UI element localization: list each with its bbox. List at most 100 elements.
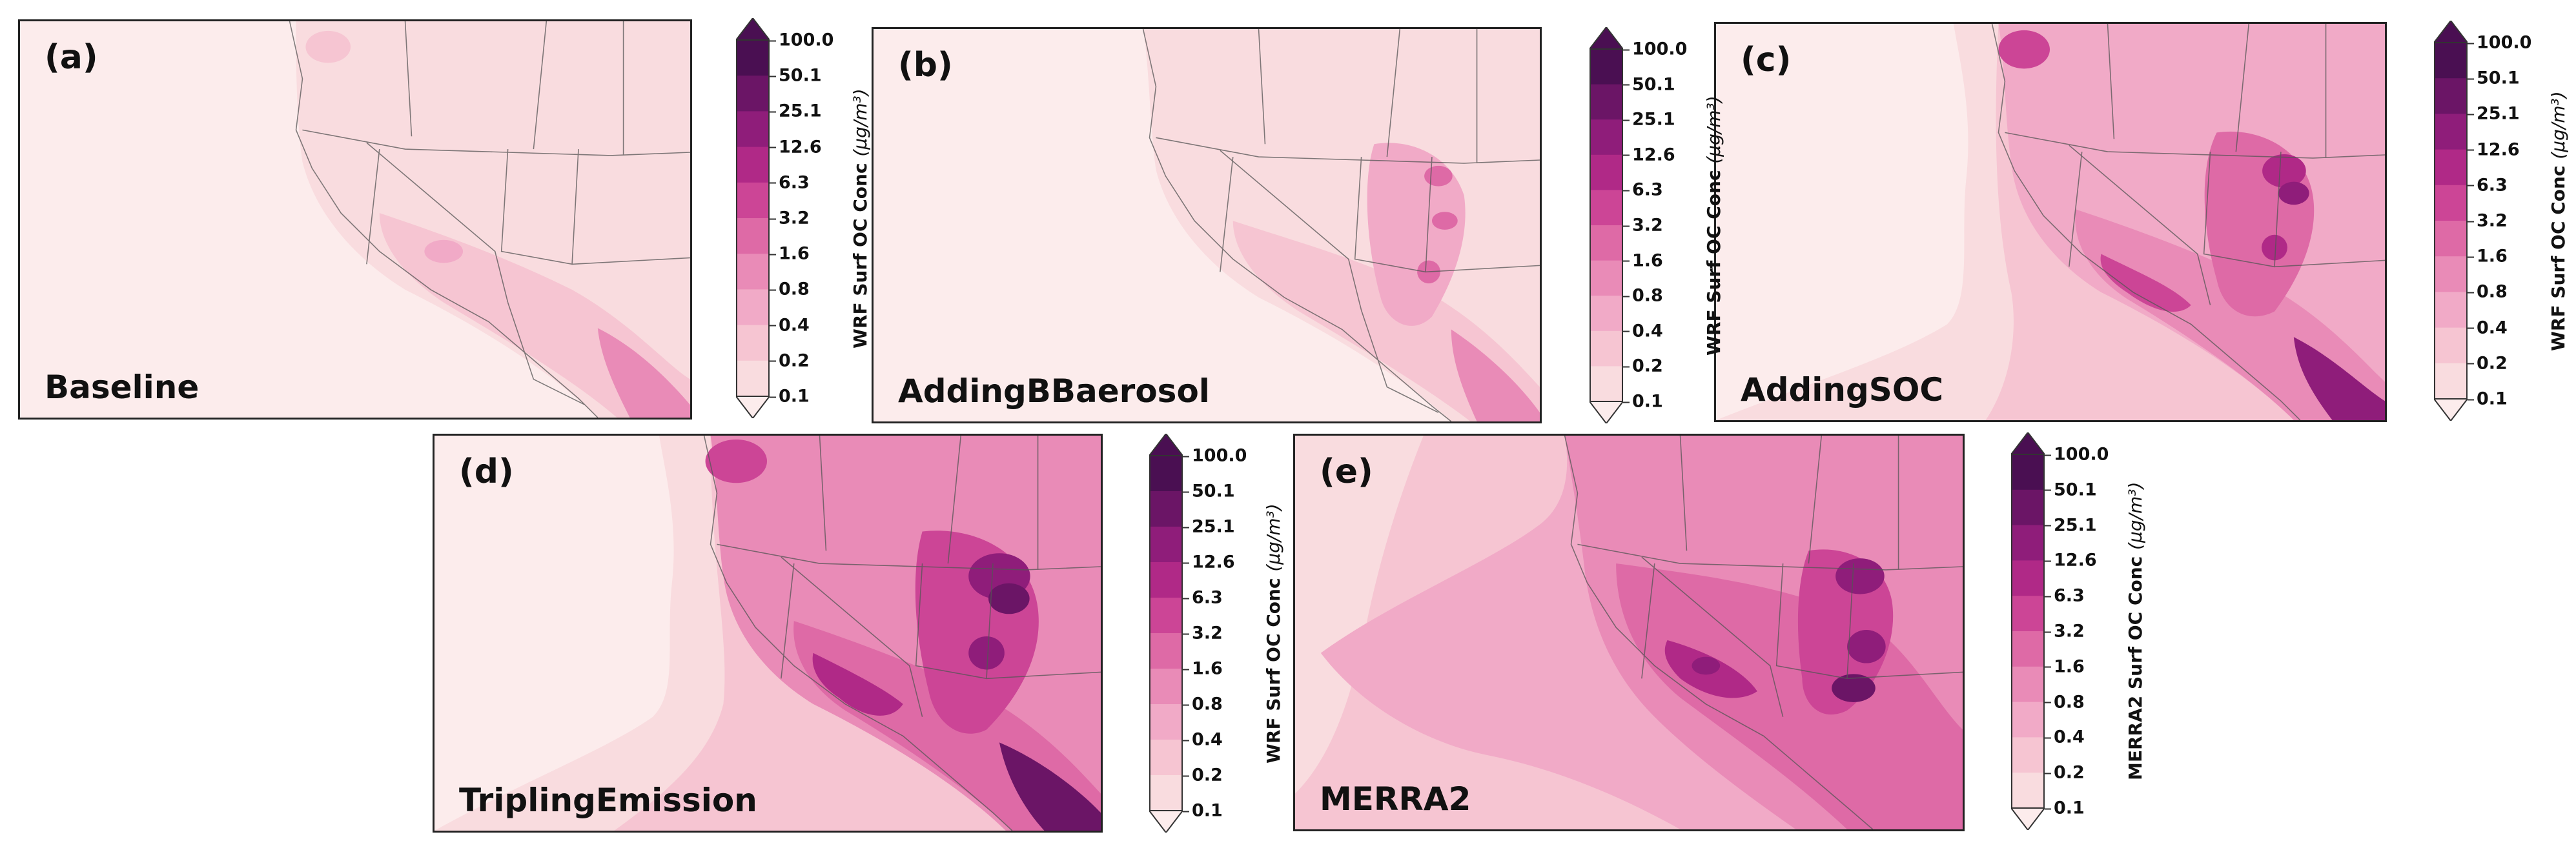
colorbar-segment (1590, 49, 1623, 85)
colorbar-segment (1149, 598, 1183, 634)
panel-name: MERRA2 (1320, 780, 1471, 818)
colorbar-tick-label: 6.3 (1183, 587, 1223, 608)
colorbar-segment (736, 289, 770, 326)
colorbar-tick-label: 0.4 (1183, 729, 1223, 750)
colorbar-segment (1149, 669, 1183, 705)
colorbar-a: 100.0 50.1 25.1 12.6 6.3 3.2 1.6 0.8 0.4 0.2 0.1 WR… (736, 18, 871, 418)
map-panel-a: (a) Baseline (18, 19, 692, 420)
colorbar-tick-label: 0.2 (770, 350, 810, 371)
colorbar-tick-label: 25.1 (1183, 516, 1235, 537)
colorbar-segment (2011, 454, 2045, 491)
colorbar-tick-label: 3.2 (1183, 623, 1223, 643)
colorbar-tick-label: 12.6 (1623, 145, 1675, 165)
map-panel-e: (e) MERRA2 (1293, 434, 1965, 831)
colorbar-e: 100.0 50.1 25.1 12.6 6.3 3.2 1.6 0.8 0.4 0.2 0.1 ME… (2011, 432, 2146, 830)
colorbar-extend-max (1590, 27, 1623, 50)
colorbar-segment (736, 147, 770, 183)
colorbar-tick-label: 3.2 (2468, 210, 2508, 231)
colorbar-segment (736, 182, 770, 219)
colorbar-segment (1590, 260, 1623, 296)
colorbar-tick-label: 100.0 (769, 30, 834, 50)
panel-name: AddingBBaerosol (898, 372, 1210, 410)
colorbar-segment (1590, 366, 1623, 402)
colorbar-label: WRF Surf OC Conc (μg/m³) (1263, 503, 1284, 764)
concentration-field-c (1716, 24, 2385, 420)
colorbar-segment (2011, 773, 2045, 809)
colorbar-d: 100.0 50.1 25.1 12.6 6.3 3.2 1.6 0.8 0.4 0.2 0.1 WR… (1149, 434, 1284, 833)
colorbar-tick-label: 0.8 (2468, 281, 2508, 302)
map-panel-b: (b) AddingBBaerosol (872, 27, 1542, 423)
colorbar-tick-label: 0.4 (2468, 318, 2508, 338)
colorbar-segment (2434, 149, 2468, 186)
colorbar-tick-label: 0.8 (2045, 692, 2085, 713)
colorbar-scale (736, 18, 770, 418)
colorbar-segment (2011, 560, 2045, 596)
colorbar-segment (2011, 631, 2045, 667)
colorbar-segment (1149, 562, 1183, 598)
colorbar-tick-label: 100.0 (1622, 39, 1688, 59)
map-panel-c: (c) AddingSOC (1714, 22, 2387, 422)
colorbar-tick-label: 0.1 (2468, 389, 2508, 409)
colorbar-tick-label: 0.2 (2468, 353, 2508, 374)
colorbar-segment (736, 254, 770, 290)
colorbar-tick-label: 100.0 (2044, 444, 2109, 465)
colorbar-tick-label: 1.6 (2468, 246, 2508, 267)
colorbar-segment (1149, 491, 1183, 527)
colorbar-tick-label: 0.4 (770, 315, 810, 336)
colorbar-extend-min (2434, 398, 2468, 421)
colorbar-segment (2434, 221, 2468, 257)
colorbar-tick-label: 25.1 (1623, 109, 1675, 130)
panel-letter: (a) (45, 38, 98, 77)
colorbar-tick-label: 3.2 (770, 208, 810, 228)
colorbar-tick-label: 50.1 (2468, 68, 2520, 88)
colorbar-extend-max (736, 18, 770, 41)
colorbar-label: WRF Surf OC Conc (μg/m³) (1703, 95, 1724, 356)
panel-name: Baseline (45, 369, 199, 406)
colorbar-tick-label: 0.1 (1623, 391, 1663, 412)
colorbar-b: 100.0 50.1 25.1 12.6 6.3 3.2 1.6 0.8 0.4 0.2 0.1 WR… (1590, 27, 1724, 423)
colorbar-segment (1590, 225, 1623, 261)
colorbar-segment (2011, 525, 2045, 561)
colorbar-scale (1149, 434, 1183, 833)
colorbar-segment (2434, 43, 2468, 79)
colorbar-tick-label: 12.6 (2045, 550, 2097, 571)
colorbar-tick-label: 12.6 (770, 137, 822, 157)
colorbar-segment (1149, 527, 1183, 563)
panel-letter: (c) (1741, 41, 1792, 79)
colorbar-segment (2434, 114, 2468, 150)
panel-name: TriplingEmission (459, 782, 757, 819)
colorbar-extend-min (1590, 401, 1623, 423)
colorbar-segment (2434, 185, 2468, 221)
colorbar-segment (1590, 190, 1623, 226)
colorbar-extend-max (2434, 21, 2468, 43)
colorbar-segment (1149, 456, 1183, 492)
colorbar-segment (1149, 633, 1183, 669)
map-panel-d: (d) TriplingEmission (433, 434, 1103, 833)
colorbar-tick-label: 1.6 (2045, 656, 2085, 677)
colorbar-tick-label: 25.1 (770, 101, 822, 121)
colorbar-tick-label: 0.2 (2045, 762, 2085, 783)
colorbar-segment (1590, 330, 1623, 367)
colorbar-tick-label: 50.1 (1183, 481, 1235, 501)
colorbar-segment (1149, 775, 1183, 811)
colorbar-segment (2011, 596, 2045, 632)
colorbar-label: WRF Surf OC Conc (μg/m³) (850, 88, 871, 349)
colorbar-tick-label: 0.2 (1623, 356, 1663, 376)
concentration-field-b (874, 29, 1540, 421)
colorbar-segment (2011, 702, 2045, 738)
colorbar-tick-label: 0.1 (770, 386, 810, 407)
colorbar-tick-label: 50.1 (1623, 74, 1675, 95)
panel-letter: (e) (1320, 452, 1373, 491)
colorbar-segment (2434, 363, 2468, 400)
colorbar-segment (1590, 84, 1623, 120)
colorbar-tick-label: 0.8 (1183, 694, 1223, 714)
colorbar-extend-min (2011, 807, 2045, 830)
colorbar-segment (1590, 119, 1623, 156)
colorbar-segment (736, 40, 770, 76)
colorbar-segment (736, 360, 770, 397)
colorbar-segment (2011, 737, 2045, 773)
concentration-field-a (20, 21, 690, 418)
colorbar-tick-label: 12.6 (1183, 552, 1235, 572)
colorbar-tick-label: 0.2 (1183, 765, 1223, 785)
panel-letter: (d) (459, 452, 514, 491)
